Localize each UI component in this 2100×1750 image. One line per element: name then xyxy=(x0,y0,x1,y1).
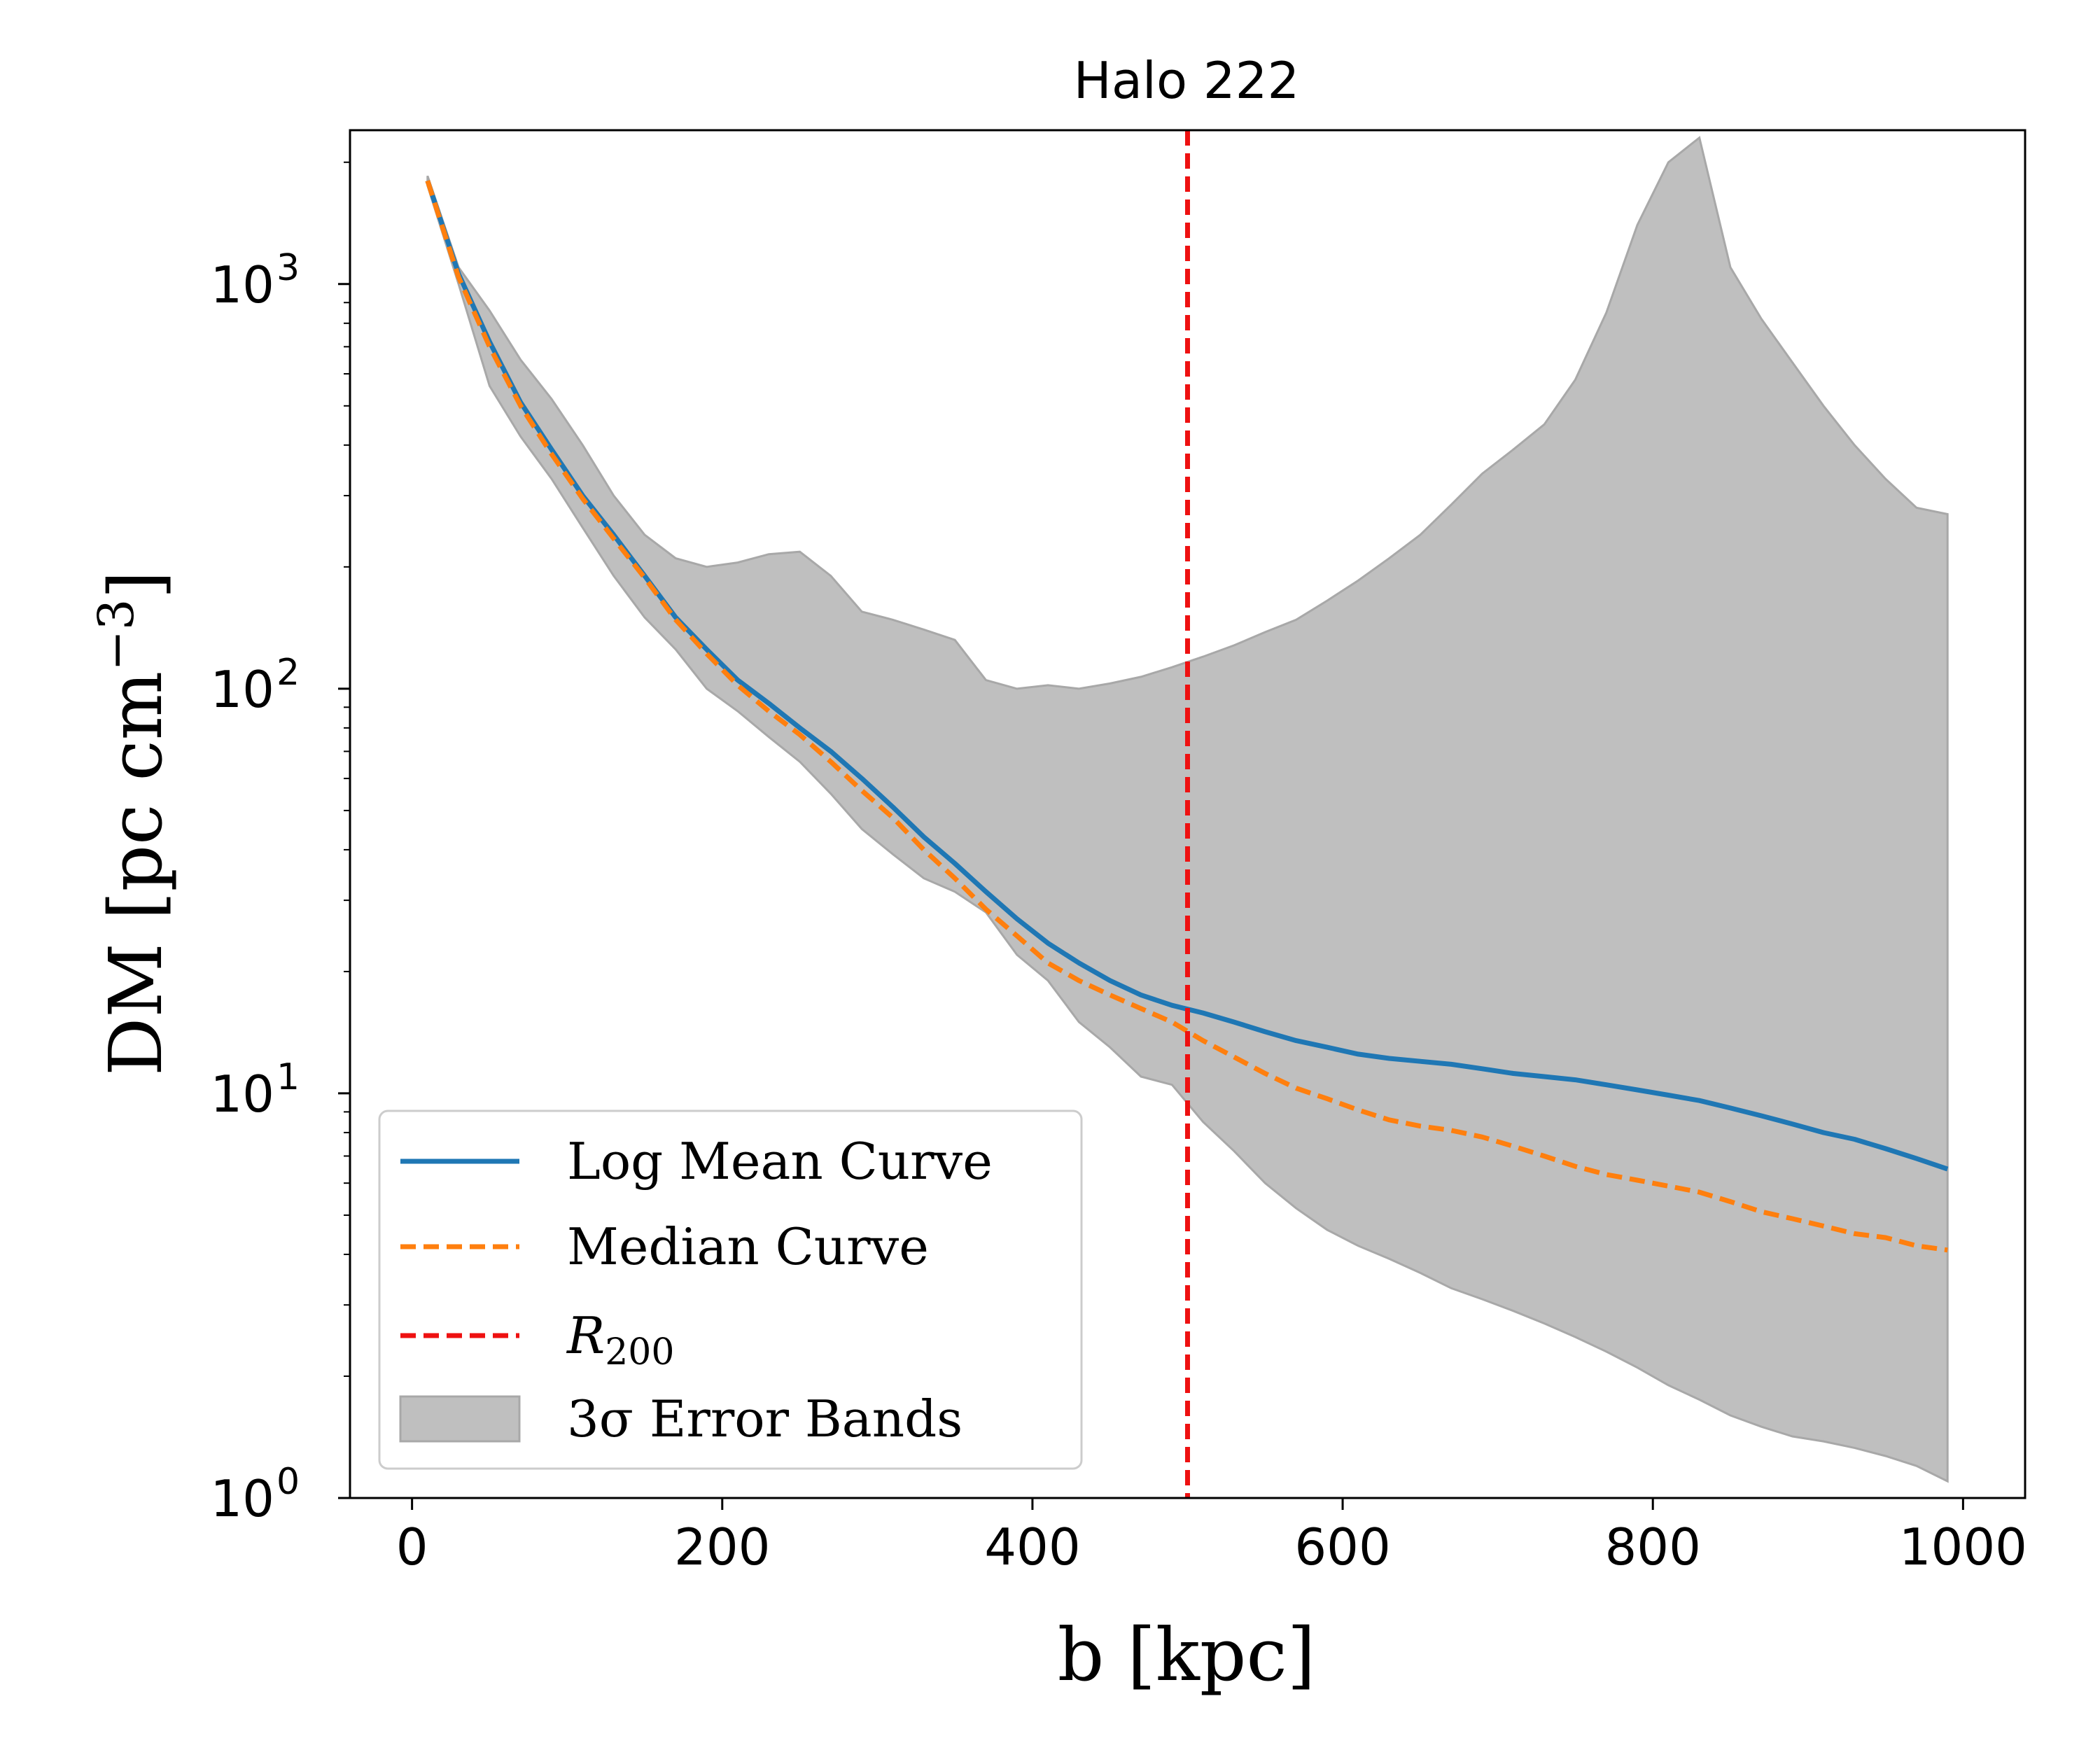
legend-label-r200-sub: 200 xyxy=(605,1331,674,1373)
x-axis-title: b [kpc] xyxy=(1058,1612,1316,1698)
series-line-2 xyxy=(425,180,1948,1253)
y-tick-label-exponent: 0 xyxy=(276,1461,300,1503)
plot-frame xyxy=(349,129,2026,1499)
legend-label-series-1: Log Mean Curve xyxy=(567,1132,993,1191)
y-tick-label: 10 xyxy=(210,1065,274,1124)
y-tick-label-exponent: 3 xyxy=(276,247,300,289)
legend-box xyxy=(378,1110,1083,1470)
y-tick-label-exponent: 2 xyxy=(276,652,300,694)
x-tick-label: 400 xyxy=(984,1518,1080,1576)
y-tick-label: 10 xyxy=(210,660,274,719)
x-tick-label: 200 xyxy=(674,1518,770,1576)
legend-label-r200: R200 xyxy=(566,1306,674,1373)
legend-label-band: 3σ Error Bands xyxy=(567,1390,962,1448)
x-tick-label: 800 xyxy=(1605,1518,1701,1576)
y-axis-title-close: ] xyxy=(93,570,178,599)
legend-swatch-band xyxy=(399,1395,521,1443)
legend-label-series-2: Median Curve xyxy=(567,1217,929,1276)
y-tick-label: 10 xyxy=(210,1469,274,1528)
x-tick-label: 0 xyxy=(396,1518,428,1576)
x-tick-label: 600 xyxy=(1294,1518,1390,1576)
legend-label-r200-main: R xyxy=(566,1306,605,1365)
legend: Log Mean Curve Median Curve R200 3σ Error B… xyxy=(378,1110,1083,1470)
chart-title: Halo 222 xyxy=(1074,51,1300,110)
y-axis-title-sup: −3 xyxy=(88,599,145,671)
y-tick-label: 10 xyxy=(210,255,274,314)
y-tick-label-exponent: 1 xyxy=(276,1056,300,1098)
y-axis-title: DM [pc cm−3] xyxy=(88,570,178,1076)
plot-area xyxy=(425,130,1949,1498)
y-axis-title-main: DM [pc cm xyxy=(93,671,178,1076)
x-tick-label: 1000 xyxy=(1899,1518,2027,1576)
